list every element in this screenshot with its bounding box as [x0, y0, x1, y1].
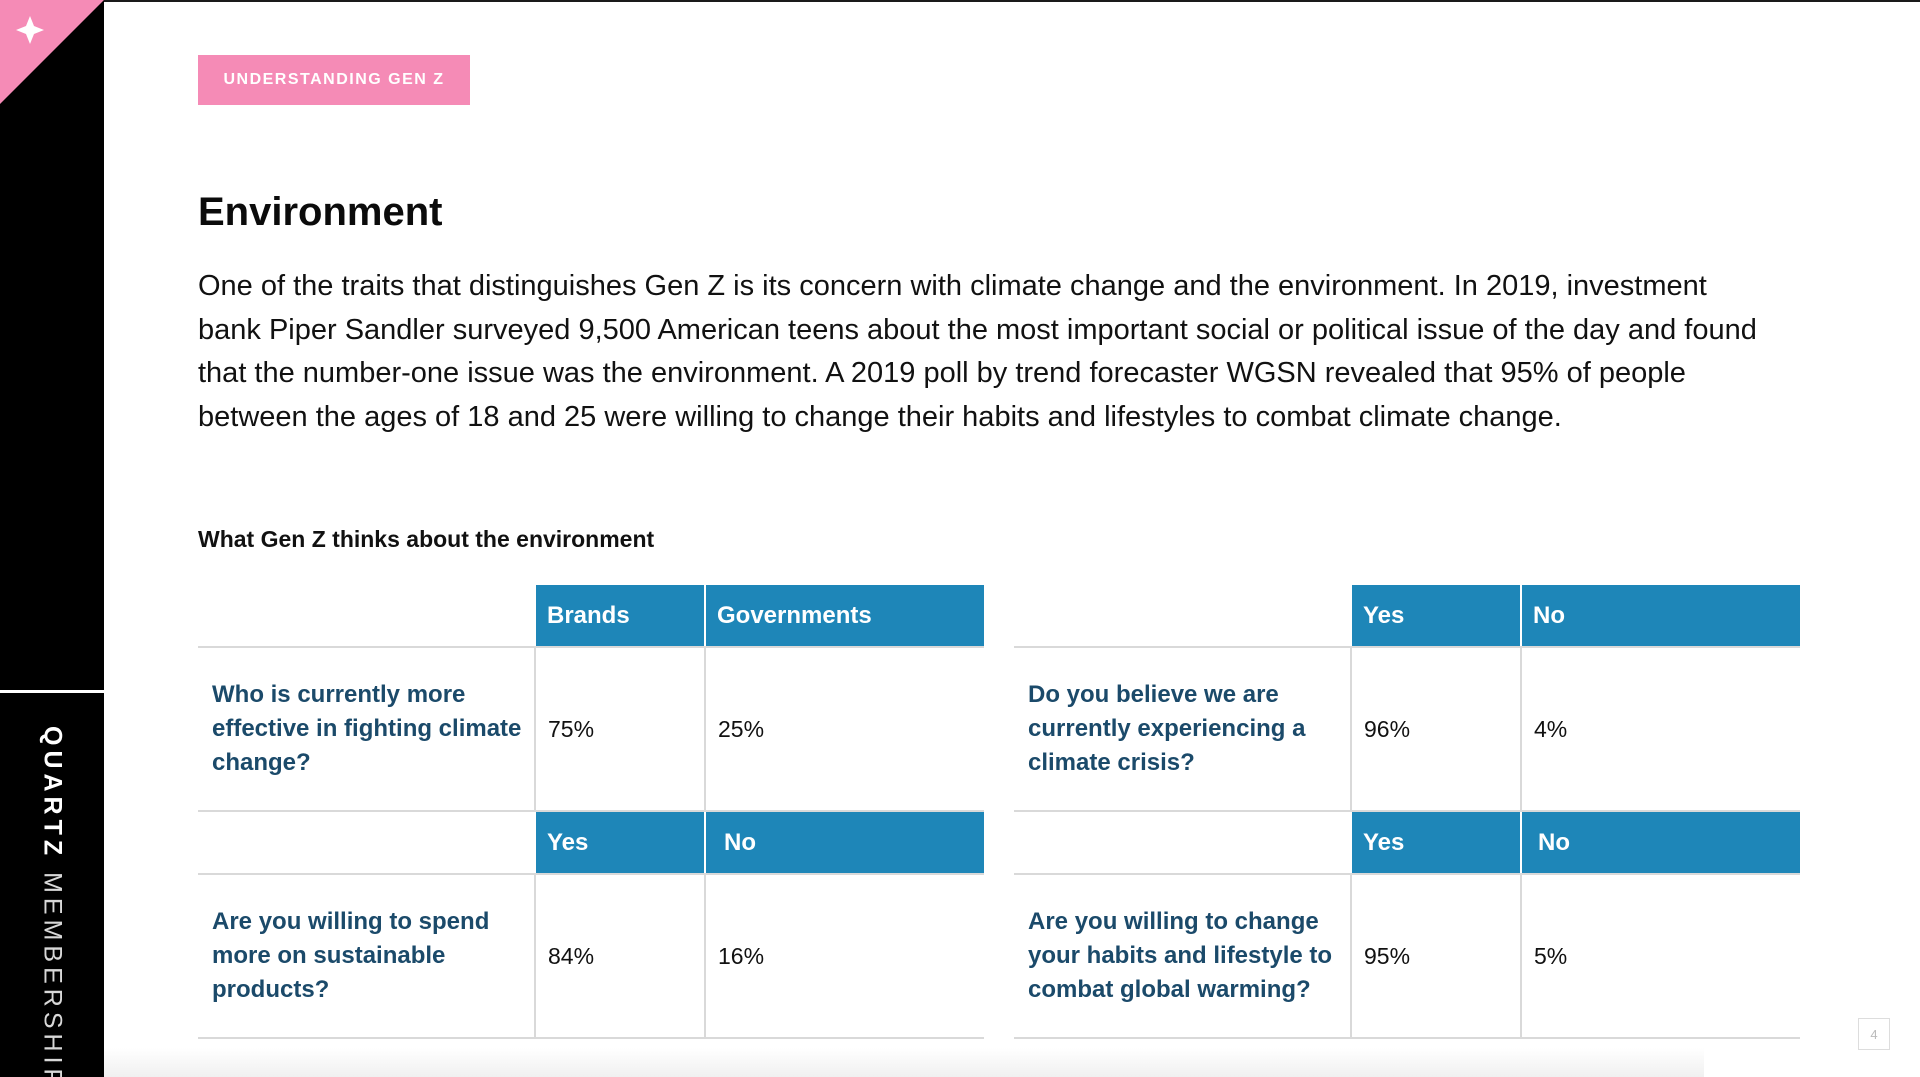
table-4-rule [1014, 1037, 1800, 1039]
sidebar: QUARTZ MEMBERSHIP [0, 0, 104, 1077]
page-title: Environment [198, 190, 443, 234]
table-2-header-col2: No [1522, 585, 1800, 646]
table-4-header-col2: No [1522, 812, 1800, 873]
table-1-header-col1: Brands [536, 585, 704, 646]
table-1-divider [534, 646, 536, 810]
table-4-divider [1350, 873, 1352, 1039]
brand-bold: QUARTZ [38, 726, 67, 861]
section-tag: UNDERSTANDING GEN Z [198, 55, 470, 105]
top-rule [0, 0, 1920, 2]
table-2-value-1: 96% [1364, 715, 1411, 742]
sidebar-divider [0, 690, 104, 693]
table-1-value-1: 75% [548, 715, 595, 742]
body-paragraph: One of the traits that distinguishes Gen… [198, 270, 1757, 433]
table-2-rule [1014, 810, 1800, 812]
table-2-divider [1520, 646, 1522, 810]
bottom-shadow [104, 1048, 1704, 1077]
brand-regular: MEMBERSHIP [38, 872, 67, 1077]
page-number: 4 [1858, 1018, 1890, 1050]
table-1-rule [198, 810, 984, 812]
table-3-rule [198, 1037, 984, 1039]
table-3-value-1: 84% [548, 942, 595, 969]
table-1-value-2: 25% [718, 715, 765, 742]
table-4-divider [1520, 873, 1522, 1039]
table-2-rule [1014, 646, 1800, 648]
corner-triangle [0, 0, 104, 104]
table-4-value-2: 5% [1534, 942, 1568, 969]
table-2-header-col1: Yes [1352, 585, 1520, 646]
table-3-divider [704, 873, 706, 1039]
table-4-question: Are you willing to change your habits an… [1028, 908, 1333, 1003]
table-2-divider [1350, 646, 1352, 810]
table-3-question: Are you willing to spend more on sustain… [212, 908, 490, 1003]
table-2-value-2: 4% [1534, 715, 1568, 742]
table-2-question: Do you believe we are currently experien… [1028, 681, 1306, 776]
sparkle-icon [16, 16, 44, 44]
table-1-question: Who is currently more effective in fight… [212, 681, 522, 776]
table-3-header-col1: Yes [536, 812, 704, 873]
table-3-value-2: 16% [718, 942, 765, 969]
brand-wordmark: QUARTZ MEMBERSHIP [38, 726, 67, 1077]
table-3-header-col2: No [706, 812, 984, 873]
table-1-divider [704, 646, 706, 810]
table-4-value-1: 95% [1364, 942, 1411, 969]
table-3-divider [534, 873, 536, 1039]
table-4-rule [1014, 873, 1800, 875]
table-3-rule [198, 873, 984, 875]
table-caption: What Gen Z thinks about the environment [198, 526, 655, 552]
table-1-rule [198, 646, 984, 648]
table-1-header-col2: Governments [706, 585, 984, 646]
table-4-header-col1: Yes [1352, 812, 1520, 873]
